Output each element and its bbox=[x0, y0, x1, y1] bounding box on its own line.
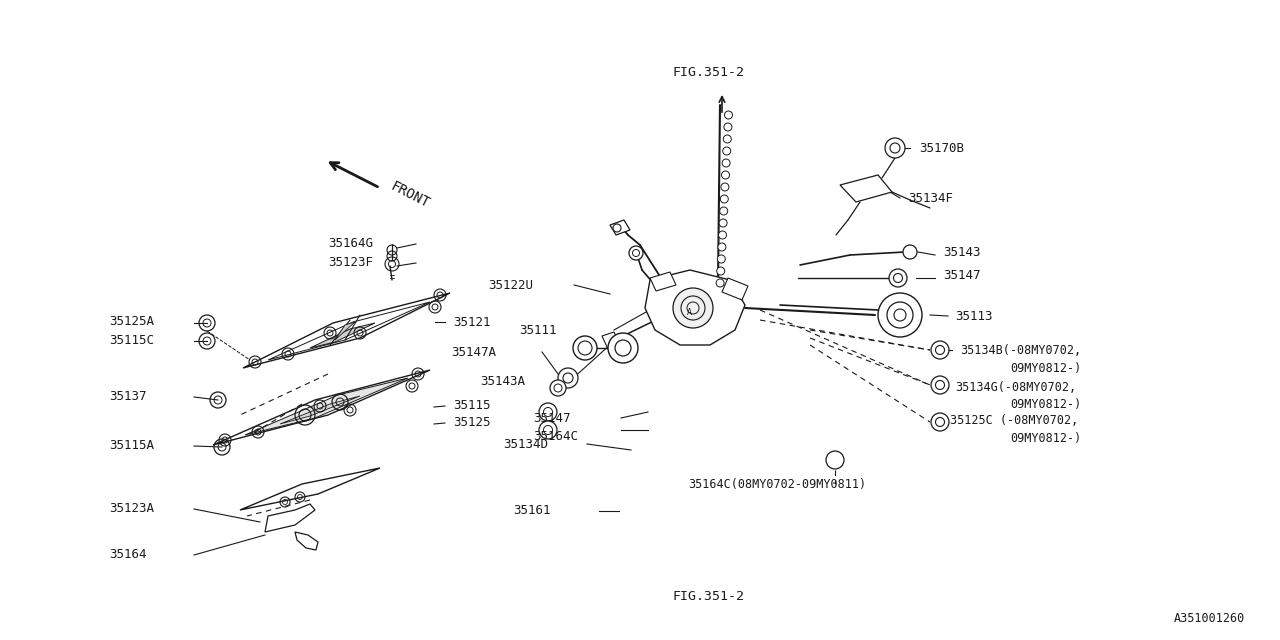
Polygon shape bbox=[722, 278, 748, 300]
Text: 35147: 35147 bbox=[532, 412, 571, 424]
Text: 35147: 35147 bbox=[943, 269, 980, 282]
Text: 35161: 35161 bbox=[513, 504, 550, 518]
Text: 35134D: 35134D bbox=[503, 438, 548, 451]
Text: A351001260: A351001260 bbox=[1174, 611, 1245, 625]
Text: 35125C (-08MY0702,: 35125C (-08MY0702, bbox=[950, 413, 1078, 426]
Circle shape bbox=[718, 243, 726, 251]
Text: 09MY0812-): 09MY0812-) bbox=[1010, 431, 1082, 445]
Text: 35115C: 35115C bbox=[109, 333, 154, 346]
Circle shape bbox=[931, 341, 948, 359]
Polygon shape bbox=[280, 396, 360, 424]
Circle shape bbox=[539, 403, 557, 421]
Text: 35143: 35143 bbox=[943, 246, 980, 259]
Polygon shape bbox=[840, 175, 892, 202]
Circle shape bbox=[539, 421, 557, 439]
Text: A: A bbox=[686, 307, 691, 317]
Text: 35170B: 35170B bbox=[919, 141, 964, 154]
Polygon shape bbox=[268, 302, 430, 360]
Circle shape bbox=[558, 368, 579, 388]
Text: 35121: 35121 bbox=[453, 316, 490, 328]
Circle shape bbox=[718, 231, 727, 239]
Circle shape bbox=[931, 413, 948, 431]
Text: 35134F: 35134F bbox=[908, 191, 954, 205]
Text: 35164G: 35164G bbox=[328, 237, 372, 250]
Text: 35125A: 35125A bbox=[109, 314, 154, 328]
Text: 35113: 35113 bbox=[955, 310, 992, 323]
Text: 35111: 35111 bbox=[518, 323, 557, 337]
Circle shape bbox=[902, 245, 916, 259]
Circle shape bbox=[878, 293, 922, 337]
Circle shape bbox=[721, 195, 728, 203]
Circle shape bbox=[722, 159, 730, 167]
Circle shape bbox=[628, 246, 643, 260]
Polygon shape bbox=[310, 323, 375, 348]
Text: 35164C(08MY0702-09MY0811): 35164C(08MY0702-09MY0811) bbox=[689, 477, 867, 490]
Text: FIG.351-2: FIG.351-2 bbox=[672, 591, 744, 604]
Circle shape bbox=[673, 288, 713, 328]
Circle shape bbox=[931, 376, 948, 394]
Text: 35164: 35164 bbox=[109, 548, 146, 561]
Circle shape bbox=[724, 111, 732, 119]
Circle shape bbox=[724, 123, 732, 131]
Text: FIG.351-2: FIG.351-2 bbox=[672, 65, 744, 79]
Text: 35122U: 35122U bbox=[488, 278, 532, 291]
Circle shape bbox=[717, 267, 724, 275]
Polygon shape bbox=[335, 322, 355, 340]
Polygon shape bbox=[645, 270, 745, 345]
Circle shape bbox=[826, 451, 844, 469]
Text: 35123A: 35123A bbox=[109, 502, 154, 515]
Text: 35123F: 35123F bbox=[328, 255, 372, 269]
Polygon shape bbox=[611, 220, 630, 235]
Circle shape bbox=[550, 380, 566, 396]
Circle shape bbox=[608, 333, 637, 363]
Circle shape bbox=[723, 147, 731, 155]
Text: 35125: 35125 bbox=[453, 415, 490, 429]
Polygon shape bbox=[243, 293, 451, 368]
Text: 35134G(-08MY0702,: 35134G(-08MY0702, bbox=[955, 381, 1076, 394]
Circle shape bbox=[719, 219, 727, 227]
Text: 35115: 35115 bbox=[453, 399, 490, 412]
Polygon shape bbox=[241, 468, 380, 510]
Circle shape bbox=[717, 255, 726, 263]
Text: 35134B(-08MY0702,: 35134B(-08MY0702, bbox=[960, 344, 1082, 356]
Polygon shape bbox=[294, 532, 317, 550]
Circle shape bbox=[884, 138, 905, 158]
Polygon shape bbox=[602, 332, 620, 349]
Text: 09MY0812-): 09MY0812-) bbox=[1010, 362, 1082, 374]
Circle shape bbox=[721, 183, 728, 191]
Text: 35143A: 35143A bbox=[480, 374, 525, 387]
Circle shape bbox=[722, 171, 730, 179]
Text: 35147A: 35147A bbox=[451, 346, 497, 358]
Text: 35164C: 35164C bbox=[532, 429, 579, 442]
Polygon shape bbox=[212, 370, 430, 445]
Circle shape bbox=[890, 269, 908, 287]
Circle shape bbox=[716, 279, 724, 287]
Polygon shape bbox=[244, 378, 408, 435]
Text: 35137: 35137 bbox=[109, 390, 146, 403]
Text: 09MY0812-): 09MY0812-) bbox=[1010, 397, 1082, 410]
Circle shape bbox=[719, 207, 728, 215]
Text: 35115A: 35115A bbox=[109, 438, 154, 451]
Polygon shape bbox=[650, 272, 676, 291]
Text: FRONT: FRONT bbox=[388, 179, 431, 211]
Circle shape bbox=[573, 336, 596, 360]
Circle shape bbox=[723, 135, 731, 143]
Polygon shape bbox=[265, 504, 315, 532]
